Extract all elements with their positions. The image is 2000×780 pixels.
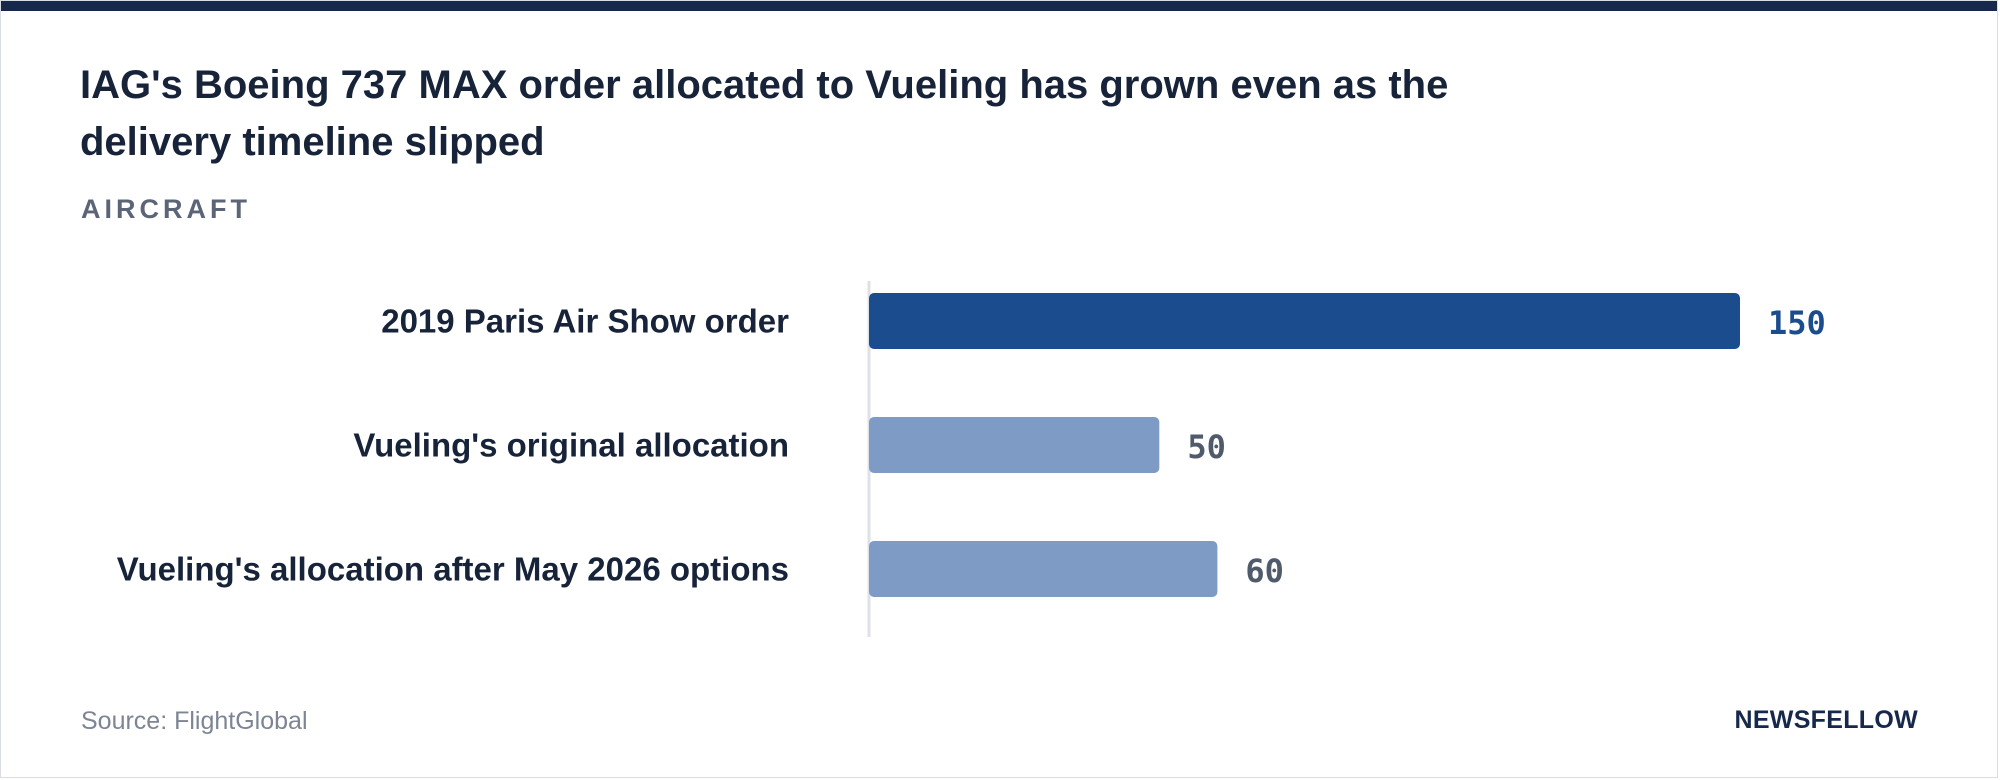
value-label: 50 [1187, 428, 1226, 466]
top-accent-bar [1, 1, 1997, 11]
bar [869, 541, 1218, 597]
value-label: 150 [1768, 304, 1826, 342]
chart-title: IAG's Boeing 737 MAX order allocated to … [80, 63, 1449, 164]
bar [869, 417, 1160, 473]
source-note: Source: FlightGlobal [81, 707, 308, 735]
category-label: Vueling's allocation after May 2026 opti… [117, 551, 789, 588]
bar [869, 293, 1740, 349]
category-label: Vueling's original allocation [353, 427, 789, 464]
bar-chart: 2019 Paris Air Show order 150 Vueling's or… [117, 281, 1826, 637]
brand-logo: NEWSFELLOW [1734, 706, 1918, 734]
value-label: 60 [1245, 552, 1284, 590]
category-label: 2019 Paris Air Show order [381, 303, 789, 340]
chart-subtitle: AIRCRAFT [81, 194, 251, 224]
